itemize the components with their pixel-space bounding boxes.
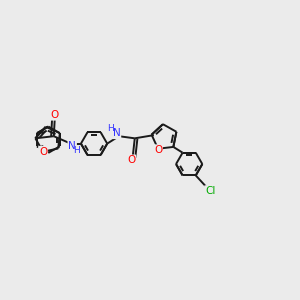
Text: H: H	[74, 146, 80, 154]
Text: H: H	[107, 124, 114, 133]
Text: O: O	[51, 110, 59, 120]
Text: O: O	[39, 147, 47, 157]
Text: N: N	[112, 128, 120, 138]
Text: O: O	[127, 155, 135, 165]
Text: Cl: Cl	[205, 186, 215, 196]
Text: N: N	[68, 141, 76, 151]
Text: O: O	[154, 145, 162, 155]
